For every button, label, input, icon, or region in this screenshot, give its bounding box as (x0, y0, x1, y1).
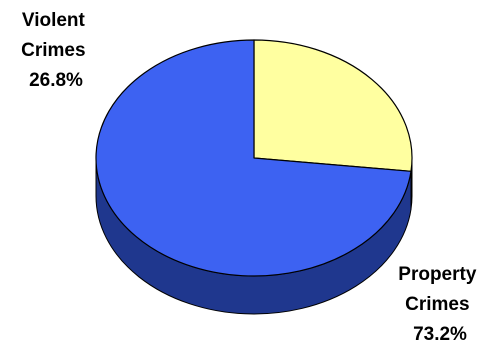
pie-labels: Violent Crimes 26.8% Property Crimes 73.… (21, 10, 481, 345)
property-crimes-label: Property Crimes 73.2% (398, 264, 481, 345)
violent-crimes-label-line-2: Crimes (21, 40, 85, 61)
pie-slice-violent-crimes (253, 39, 413, 172)
property-crimes-label-line-1: Property (398, 264, 477, 285)
pie-slices (95, 39, 413, 315)
violent-crimes-label: Violent Crimes 26.8% (21, 10, 91, 91)
property-crimes-label-line-2: Crimes (405, 294, 469, 315)
violent-crimes-label-line-1: Violent (22, 10, 86, 31)
property-crimes-percent: 73.2% (413, 324, 467, 345)
pie-slice-property-crimes (95, 39, 412, 277)
violent-crimes-percent: 26.8% (29, 70, 83, 91)
